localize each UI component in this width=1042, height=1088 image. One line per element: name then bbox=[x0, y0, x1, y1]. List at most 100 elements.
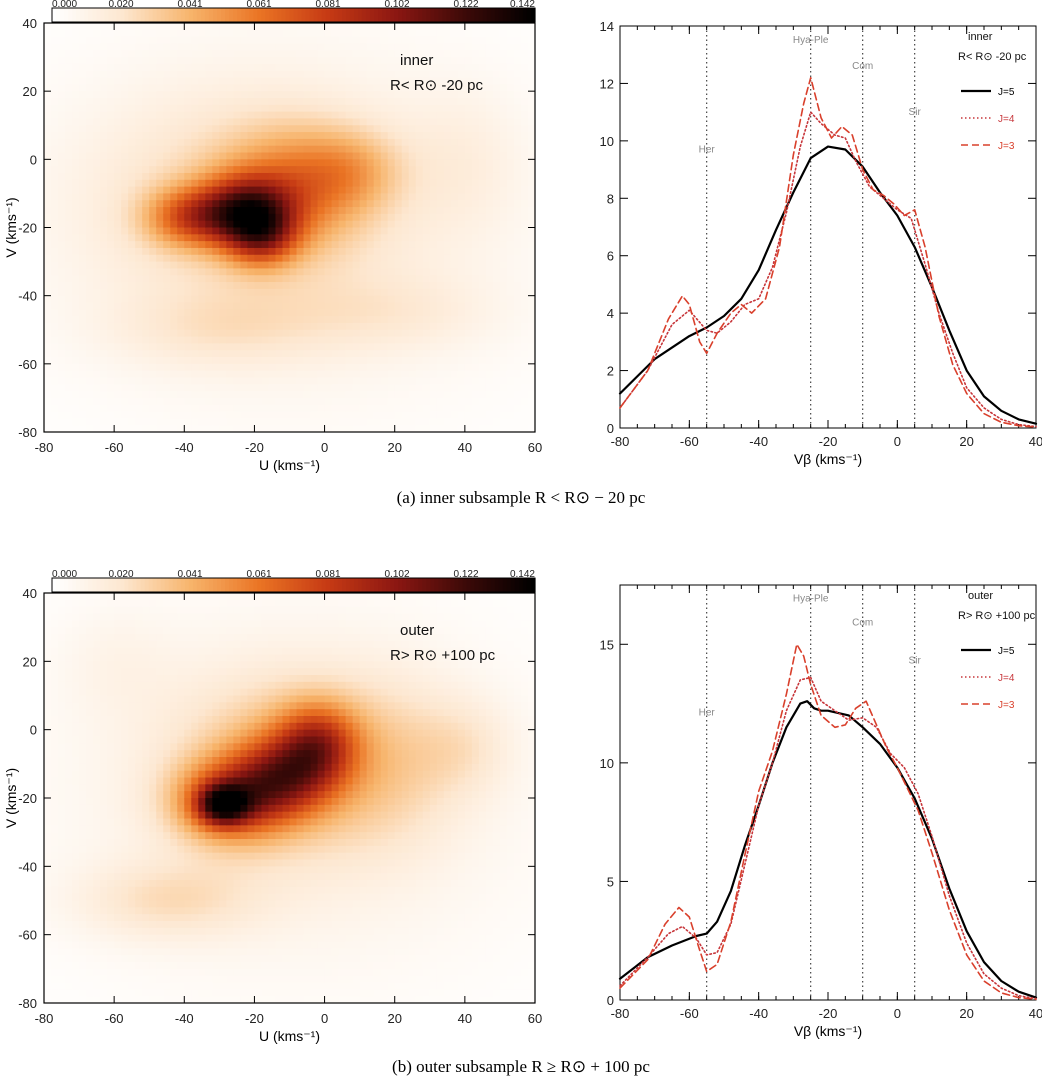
heatmap-cell bbox=[485, 261, 494, 269]
heatmap-cell bbox=[191, 384, 199, 392]
heatmap-cell bbox=[331, 404, 340, 413]
heatmap-cell bbox=[191, 418, 199, 426]
heatmap-cell bbox=[79, 927, 87, 936]
colorbar-cell bbox=[233, 578, 238, 592]
heatmap-cell bbox=[520, 77, 529, 85]
heatmap-cell bbox=[135, 247, 143, 256]
heatmap-cell bbox=[205, 166, 213, 174]
heatmap-cell bbox=[51, 370, 59, 378]
heatmap-cell bbox=[380, 179, 389, 188]
heatmap-cell bbox=[387, 97, 396, 106]
heatmap-cell bbox=[324, 329, 333, 338]
heatmap-cell bbox=[443, 295, 452, 303]
heatmap-cell bbox=[121, 118, 129, 126]
heatmap-cell bbox=[492, 138, 501, 147]
heatmap-cell bbox=[261, 404, 269, 413]
heatmap-cell bbox=[100, 193, 108, 201]
heatmap-cell bbox=[65, 138, 73, 147]
colorbar-cell bbox=[152, 578, 158, 592]
heatmap-cell bbox=[107, 288, 115, 297]
heatmap-cell bbox=[352, 63, 361, 72]
heatmap-cell bbox=[114, 377, 122, 385]
heatmap-cell bbox=[233, 322, 241, 331]
heatmap-cell bbox=[499, 50, 508, 58]
heatmap-cell bbox=[156, 84, 164, 92]
heatmap-cell bbox=[65, 832, 73, 840]
heatmap-cell bbox=[72, 722, 80, 731]
heatmap-cell bbox=[513, 357, 522, 365]
heatmap-cell bbox=[135, 138, 143, 147]
heatmap-cell bbox=[233, 132, 241, 140]
heatmap-cell bbox=[520, 377, 529, 385]
heatmap-cell bbox=[100, 425, 108, 433]
heatmap-cell bbox=[58, 77, 66, 85]
heatmap-cell bbox=[191, 36, 199, 44]
heatmap-cell bbox=[149, 288, 157, 297]
heatmap-cell bbox=[422, 350, 431, 358]
heatmap-cell bbox=[191, 179, 199, 188]
heatmap-cell bbox=[289, 370, 298, 378]
heatmap-cell bbox=[261, 220, 269, 228]
heatmap-cell bbox=[212, 111, 220, 119]
heatmap-cell bbox=[317, 118, 326, 126]
heatmap-cell bbox=[359, 234, 368, 242]
heatmap-cell bbox=[492, 288, 501, 297]
heatmap-cell bbox=[408, 357, 417, 365]
colorbar-cell bbox=[192, 8, 198, 22]
heatmap-cell bbox=[135, 343, 143, 351]
heatmap-cell bbox=[387, 36, 396, 44]
heatmap-cell bbox=[149, 343, 157, 351]
heatmap-cell bbox=[485, 97, 494, 106]
heatmap-cell bbox=[310, 36, 319, 44]
heatmap-cell bbox=[233, 50, 241, 58]
heatmap-cell bbox=[366, 36, 375, 44]
heatmap-cell bbox=[520, 36, 529, 44]
heatmap-cell bbox=[366, 97, 375, 106]
heatmap-cell bbox=[51, 29, 59, 38]
heatmap-cell bbox=[198, 179, 206, 188]
heatmap-cell bbox=[268, 309, 276, 317]
heatmap-cell bbox=[44, 914, 52, 922]
heatmap-cell bbox=[142, 282, 150, 290]
heatmap-cell bbox=[58, 213, 66, 222]
heatmap-cell bbox=[107, 234, 115, 242]
heatmap-cell bbox=[457, 322, 466, 331]
colorbar-cell bbox=[72, 8, 77, 22]
heatmap-cell bbox=[128, 186, 136, 194]
heatmap-cell bbox=[163, 254, 171, 263]
heatmap-cell bbox=[219, 425, 227, 433]
heatmap-cell bbox=[44, 661, 52, 669]
heatmap-cell bbox=[450, 295, 459, 303]
heatmap-cell bbox=[408, 343, 417, 351]
heatmap-cell bbox=[65, 132, 73, 140]
heatmap-cell bbox=[436, 50, 445, 58]
heatmap-cell bbox=[331, 91, 340, 99]
heatmap-cell bbox=[289, 234, 298, 242]
heatmap-cell bbox=[198, 43, 206, 51]
heatmap-cell bbox=[44, 770, 52, 778]
heatmap-cell bbox=[345, 404, 354, 413]
heatmap-cell bbox=[485, 336, 494, 344]
heatmap-cell bbox=[177, 118, 185, 126]
heatmap-cell bbox=[44, 384, 52, 392]
heatmap-cell bbox=[205, 247, 213, 256]
heatmap-cell bbox=[478, 384, 487, 392]
heatmap-cell bbox=[338, 288, 347, 297]
heatmap-cell bbox=[219, 329, 227, 338]
heatmap-cell bbox=[163, 145, 171, 154]
heatmap-cell bbox=[226, 138, 234, 147]
heatmap-cell bbox=[177, 132, 185, 140]
heatmap-cell bbox=[506, 200, 515, 208]
heatmap-cell bbox=[331, 207, 340, 215]
heatmap-cell bbox=[303, 425, 312, 433]
heatmap-cell bbox=[471, 200, 480, 208]
heatmap-cell bbox=[275, 391, 283, 399]
heatmap-cell bbox=[422, 200, 431, 208]
heatmap-cell bbox=[485, 322, 494, 331]
heatmap-cell bbox=[163, 411, 171, 419]
heatmap-cell bbox=[51, 275, 59, 283]
heatmap-cell bbox=[373, 145, 382, 154]
heatmap-cell bbox=[429, 254, 438, 263]
heatmap-cell bbox=[44, 900, 52, 908]
heatmap-cell bbox=[184, 268, 192, 276]
